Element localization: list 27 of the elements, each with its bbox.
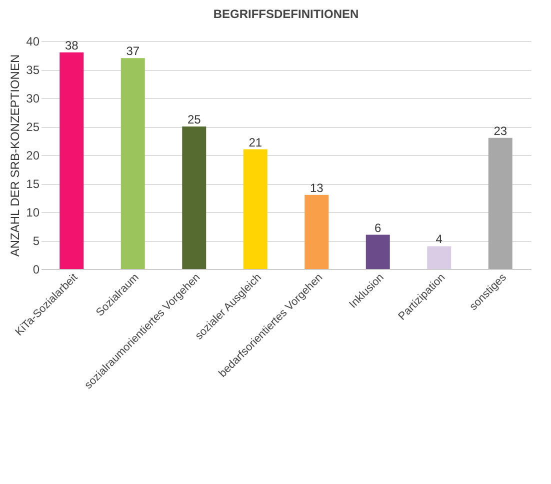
y-tick-label: 40 <box>26 34 40 48</box>
y-tick-label: 25 <box>26 120 40 134</box>
data-label: 6 <box>374 220 382 235</box>
bar <box>243 149 268 269</box>
chart-title: BEGRIFFSDEFINITIONEN <box>213 7 359 21</box>
y-tick-label: 5 <box>32 234 40 248</box>
data-label: 37 <box>126 44 140 58</box>
data-label: 4 <box>436 232 443 246</box>
data-label: 21 <box>248 135 262 150</box>
y-tick-label: 0 <box>32 262 40 276</box>
bar <box>366 234 390 269</box>
bar <box>182 126 206 269</box>
data-label: 38 <box>64 38 79 52</box>
y-tick-label: 20 <box>26 148 40 162</box>
y-tick-label: 30 <box>26 92 40 106</box>
y-tick-label: 35 <box>26 63 40 77</box>
data-label: 13 <box>310 180 324 195</box>
y-tick-label: 15 <box>26 177 40 191</box>
y-tick-label: 10 <box>26 206 40 220</box>
data-label: 23 <box>494 124 508 138</box>
data-label: 25 <box>187 112 202 126</box>
bar <box>304 194 329 269</box>
y-axis-title: ANZAHL DER SRB-KONZEPTIONEN <box>8 54 22 257</box>
bar <box>60 52 84 269</box>
bar <box>120 58 145 269</box>
bar <box>427 246 452 269</box>
bar <box>488 138 512 269</box>
